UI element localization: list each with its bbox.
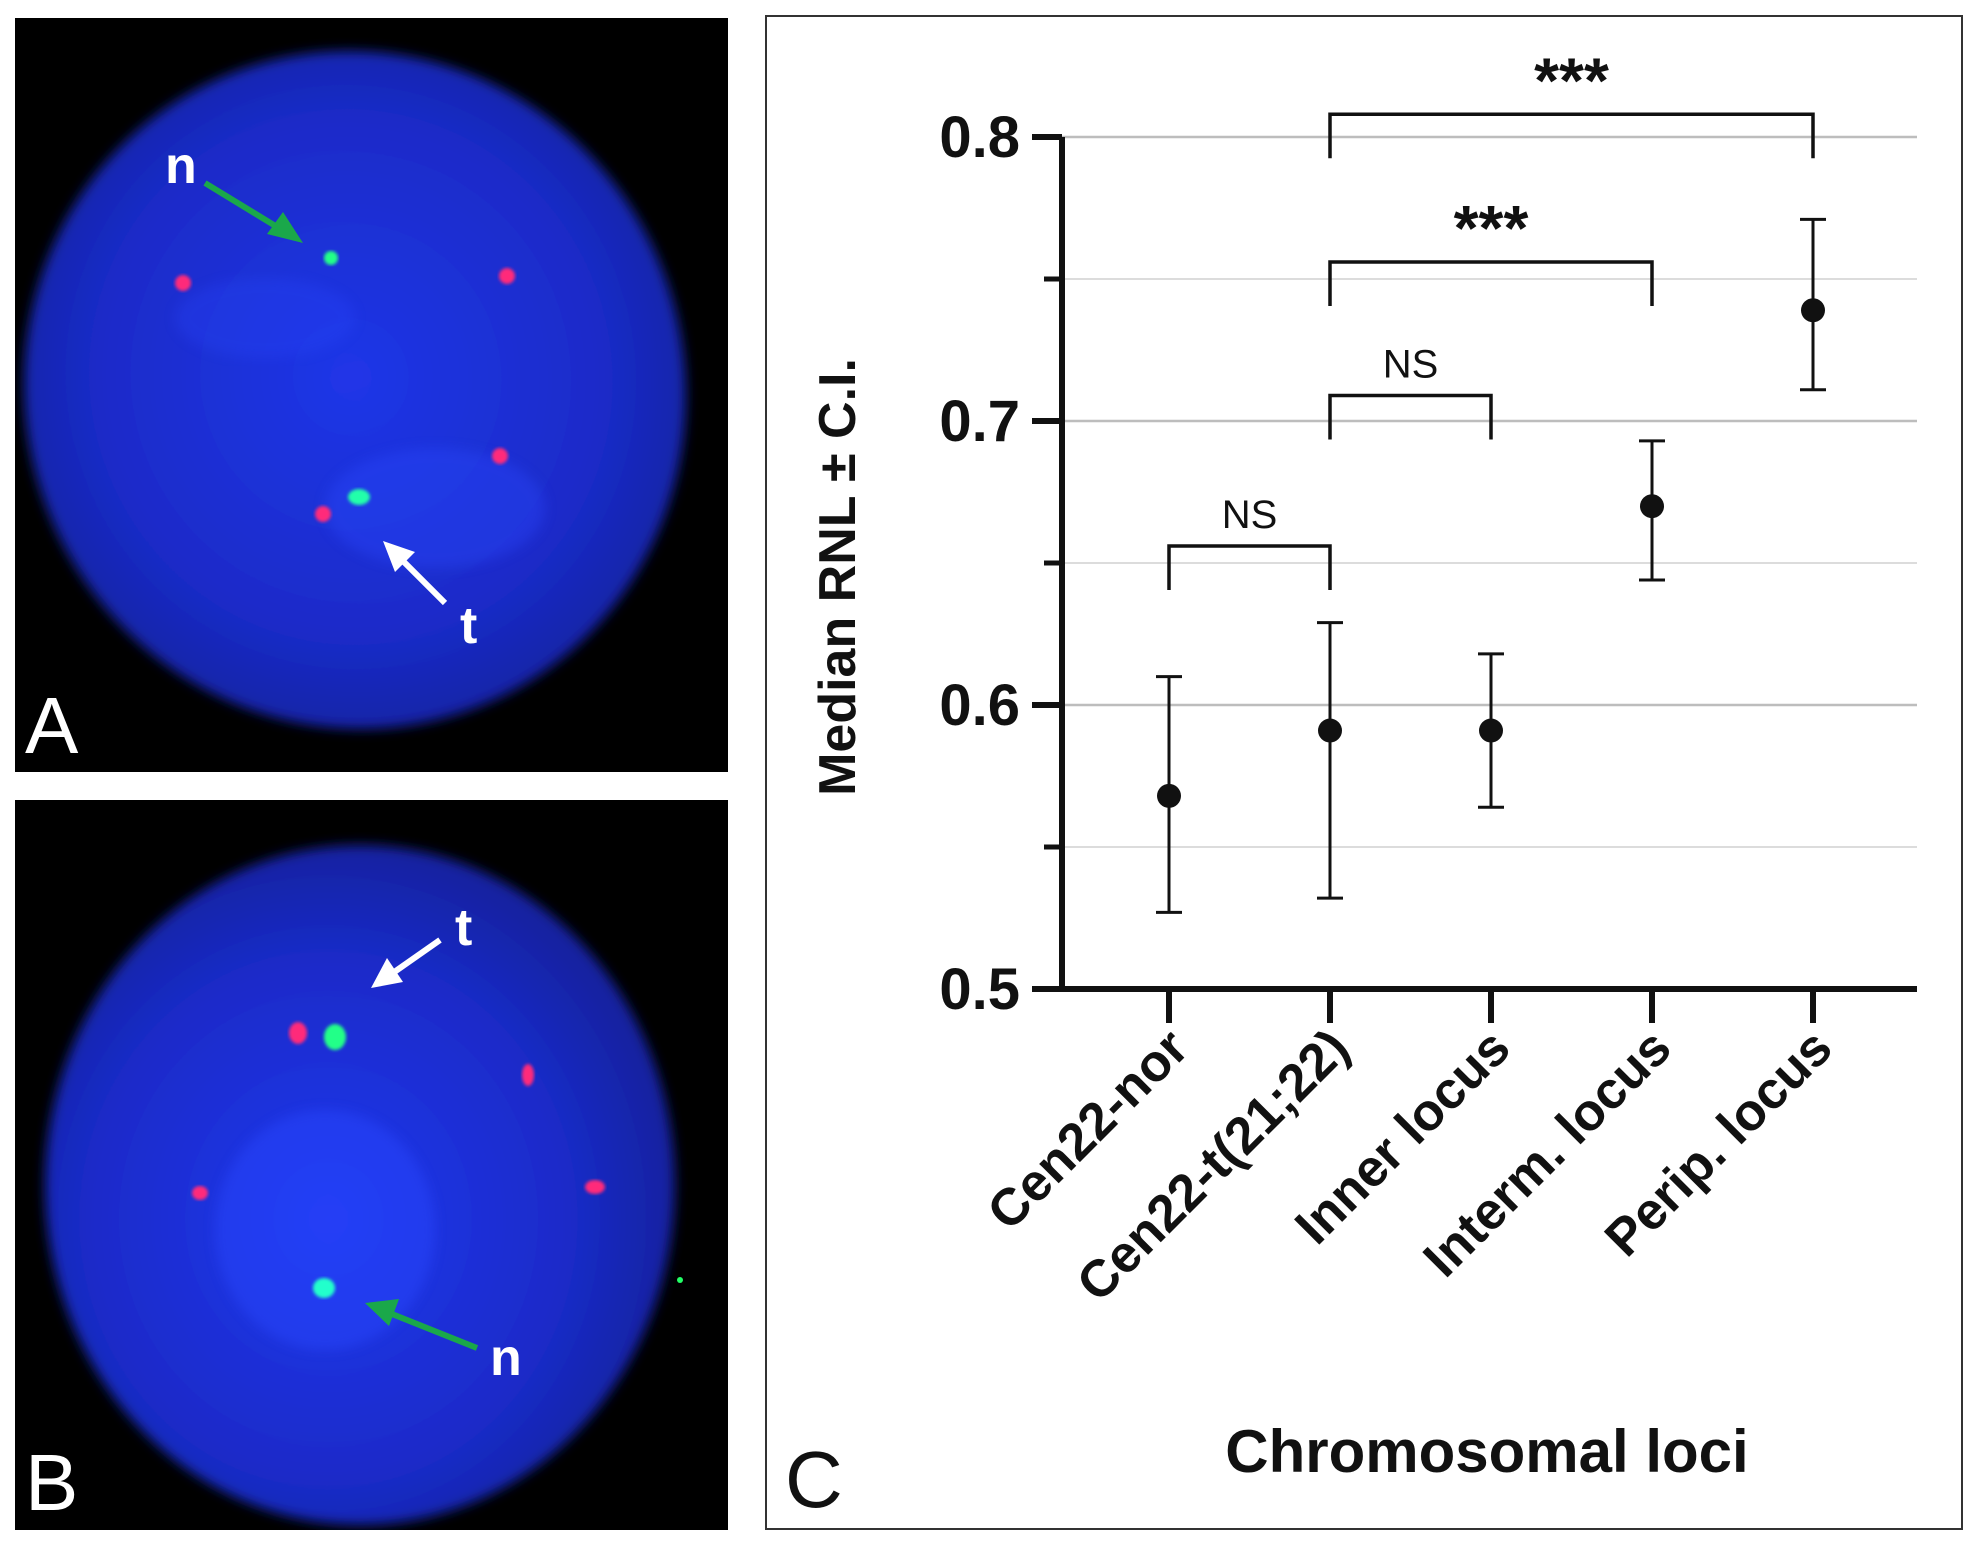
x-axis-label: Chromosomal loci (1225, 1418, 1748, 1485)
red-signal (499, 268, 515, 284)
y-ticks: 0.5 0.6 0.7 0.8 (939, 105, 1062, 1022)
axes (1059, 137, 1917, 992)
white-arrow-icon (397, 555, 448, 606)
panel-b-micrograph: t n B (15, 800, 728, 1530)
panel-c-chart: NS NS *** *** 0.5 0.6 0.7 0.8 Cen22-nor Cen22-t… (765, 15, 1963, 1530)
green-signal (348, 489, 370, 505)
significance-label: NS (1222, 493, 1278, 537)
label-t: t (460, 597, 477, 655)
bracket-line (1328, 393, 1493, 440)
red-signal (315, 506, 331, 522)
y-axis-label: Median RNL ± C.I. (809, 358, 867, 796)
white-arrowhead-icon (371, 958, 403, 988)
significance-bracket: *** (1328, 192, 1654, 306)
data-point (1479, 718, 1503, 743)
significance-label: NS (1383, 342, 1439, 386)
data-point-group (1156, 675, 1182, 914)
red-signal (585, 1180, 605, 1194)
significance-brackets: NS NS *** *** (1167, 44, 1815, 590)
data-point-group (1317, 621, 1343, 900)
rnl-chart: NS NS *** *** 0.5 0.6 0.7 0.8 Cen22-norCen22-t… (785, 44, 1917, 1524)
significance-bracket: NS (1167, 493, 1332, 590)
label-n: n (165, 137, 197, 195)
green-arrowhead-icon (267, 212, 303, 243)
significance-label: *** (1534, 44, 1609, 116)
panel-letter-a: A (25, 681, 79, 770)
panel-letter-b: B (25, 1438, 78, 1527)
red-signal (175, 275, 191, 291)
data-point-group (1639, 439, 1665, 582)
bracket-line (1328, 260, 1654, 306)
bracket-line (1328, 112, 1815, 159)
label-t: t (455, 899, 472, 957)
data-points (1156, 217, 1826, 914)
data-point-group (1478, 652, 1504, 809)
y-tick-label: 0.7 (939, 389, 1020, 454)
data-point (1801, 298, 1825, 323)
micrograph-b: t n B (25, 845, 683, 1527)
white-arrow-icon (388, 937, 442, 978)
significance-bracket: NS (1328, 342, 1493, 440)
green-arrow-icon (203, 180, 289, 236)
red-signal (192, 1186, 208, 1200)
y-tick-label: 0.5 (939, 957, 1020, 1022)
panel-a-micrograph: n t A (15, 18, 728, 772)
green-signal (324, 251, 338, 265)
data-point (1157, 783, 1181, 808)
data-point (1318, 718, 1342, 743)
green-arrow-icon (385, 1309, 479, 1351)
x-tick-label: Cen22-t(21;22) (1066, 1018, 1360, 1312)
bracket-line (1167, 544, 1332, 590)
label-n: n (490, 1329, 522, 1387)
y-tick-label: 0.6 (939, 673, 1020, 738)
white-arrowhead-icon (383, 541, 415, 572)
red-signal (492, 448, 508, 464)
significance-bracket: *** (1328, 44, 1815, 159)
micrograph-a: n t A (24, 50, 686, 770)
red-signal (289, 1022, 307, 1044)
green-signal (324, 1024, 346, 1050)
significance-label: *** (1454, 192, 1529, 264)
panel-letter-c: C (785, 1435, 843, 1524)
data-point-group (1800, 217, 1826, 392)
green-arrowhead-icon (365, 1299, 399, 1326)
nucleus-a (24, 50, 686, 730)
red-signal (522, 1064, 534, 1086)
y-tick-label: 0.8 (939, 105, 1020, 170)
data-point (1640, 494, 1664, 519)
green-signal (313, 1278, 335, 1298)
